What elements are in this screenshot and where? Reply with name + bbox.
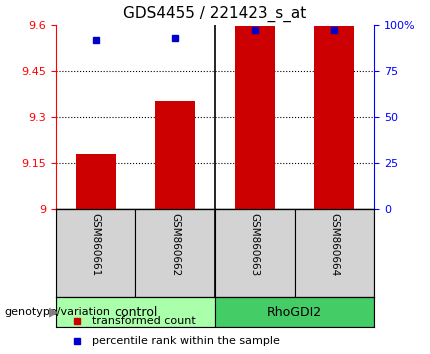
Bar [215, 209, 295, 297]
Bar [295, 209, 374, 297]
Text: control: control [114, 306, 157, 319]
Text: transformed count: transformed count [92, 316, 196, 326]
Text: GSM860663: GSM860663 [250, 213, 260, 276]
Text: RhoGDI2: RhoGDI2 [267, 306, 322, 319]
Text: GSM860662: GSM860662 [170, 213, 180, 276]
Text: percentile rank within the sample: percentile rank within the sample [92, 336, 280, 346]
Bar [155, 102, 195, 209]
Bar [314, 26, 354, 209]
Text: ▶: ▶ [49, 306, 58, 319]
Bar [56, 297, 215, 327]
Bar [135, 209, 215, 297]
Text: GSM860661: GSM860661 [91, 213, 101, 276]
Bar [56, 209, 135, 297]
Text: GSM860664: GSM860664 [329, 213, 339, 276]
Bar [215, 297, 374, 327]
Title: GDS4455 / 221423_s_at: GDS4455 / 221423_s_at [123, 6, 307, 22]
Text: genotype/variation: genotype/variation [4, 307, 111, 318]
Bar [235, 26, 275, 209]
Bar [76, 154, 116, 209]
